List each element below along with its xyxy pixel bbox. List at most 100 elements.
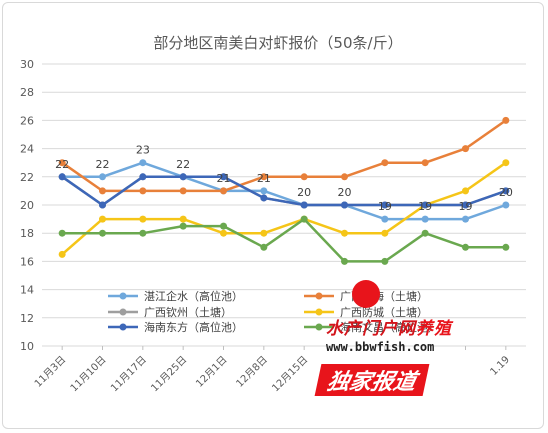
chart-title: 部分地区南美白对虾报价（50条/斤） bbox=[153, 34, 402, 52]
series-point-1 bbox=[99, 187, 106, 195]
series-point-4 bbox=[502, 187, 510, 195]
series-point-5 bbox=[421, 229, 429, 237]
series-point-0 bbox=[139, 159, 147, 167]
legend-marker-2 bbox=[119, 308, 127, 316]
series-line-3 bbox=[61, 161, 507, 256]
legend: 湛江企水（高位池） 广西北海（土塘）广西钦州（土塘） 广西防城（土塘）海南东方（高位… bbox=[108, 289, 439, 334]
watermark-logo-icon bbox=[352, 280, 380, 308]
y-tick-label: 24 bbox=[20, 143, 34, 156]
series-point-0 bbox=[381, 215, 389, 223]
series-line-4 bbox=[61, 175, 507, 207]
legend-marker-4 bbox=[119, 323, 127, 331]
legend-label-3: 广西防城（土塘） bbox=[340, 305, 428, 319]
series-point-3 bbox=[139, 215, 147, 223]
data-label: 20 bbox=[338, 186, 352, 199]
data-label: 20 bbox=[499, 186, 513, 199]
series-point-5 bbox=[179, 222, 187, 230]
y-tick-label: 28 bbox=[20, 86, 34, 99]
series-layer bbox=[58, 116, 510, 265]
series-point-4 bbox=[260, 194, 268, 202]
series-point-5 bbox=[381, 257, 389, 265]
series-point-0 bbox=[421, 215, 429, 223]
series-point-5 bbox=[99, 229, 106, 237]
series-point-5 bbox=[300, 215, 308, 223]
legend-marker-0 bbox=[119, 292, 127, 300]
watermark-url: www.bbwfish.com bbox=[326, 340, 435, 354]
series-point-5 bbox=[58, 229, 66, 237]
series-point-3 bbox=[502, 159, 510, 167]
series-point-3 bbox=[381, 229, 389, 237]
series-point-3 bbox=[341, 229, 348, 237]
x-tick-label: 11月17日 bbox=[108, 354, 149, 395]
series-point-5 bbox=[220, 222, 227, 230]
x-tick-label: 11月10日 bbox=[68, 354, 109, 395]
data-label: 22 bbox=[55, 158, 69, 171]
legend-marker-1 bbox=[315, 292, 323, 300]
series-line-1 bbox=[61, 119, 507, 193]
data-label: 21 bbox=[257, 172, 271, 185]
series-point-3 bbox=[220, 229, 227, 237]
series-point-0 bbox=[502, 201, 510, 209]
x-tick-label: 12月8日 bbox=[234, 354, 270, 390]
y-tick-label: 26 bbox=[20, 114, 34, 127]
series-point-4 bbox=[381, 201, 389, 209]
data-label: 23 bbox=[136, 144, 150, 157]
series-point-1 bbox=[462, 145, 469, 153]
series-point-3 bbox=[462, 187, 469, 195]
series-point-5 bbox=[139, 229, 147, 237]
series-point-3 bbox=[179, 215, 187, 223]
series-point-0 bbox=[260, 187, 268, 195]
series-point-4 bbox=[179, 173, 187, 181]
series-point-1 bbox=[502, 116, 510, 124]
y-tick-label: 16 bbox=[20, 255, 34, 268]
series-point-4 bbox=[421, 201, 429, 209]
legend-marker-5 bbox=[315, 323, 323, 331]
y-tick-label: 10 bbox=[20, 340, 34, 353]
watermark-exclusive: 独家报道 bbox=[314, 364, 430, 396]
series-point-4 bbox=[300, 201, 308, 209]
data-label: 19 bbox=[418, 200, 432, 213]
legend-marker-3 bbox=[315, 308, 323, 316]
data-label: 19 bbox=[459, 200, 473, 213]
x-tick-label: 1.19 bbox=[488, 354, 512, 378]
series-point-1 bbox=[421, 159, 429, 167]
data-label: 20 bbox=[297, 186, 311, 199]
legend-label-0: 湛江企水（高位池） bbox=[144, 289, 243, 303]
x-tick-label: 12月1日 bbox=[193, 354, 229, 390]
series-line-0 bbox=[62, 161, 507, 221]
watermark-site-name: 水产门户网养殖 bbox=[326, 319, 452, 339]
series-point-3 bbox=[260, 229, 268, 237]
data-label: 21 bbox=[217, 172, 231, 185]
y-tick-label: 20 bbox=[20, 199, 34, 212]
legend-label-2: 广西钦州（土塘） bbox=[144, 305, 232, 319]
series-point-1 bbox=[381, 159, 389, 167]
series-point-4 bbox=[341, 201, 348, 209]
series-point-0 bbox=[99, 173, 106, 181]
series-point-5 bbox=[260, 243, 268, 251]
series-point-4 bbox=[58, 173, 66, 181]
series-point-5 bbox=[341, 257, 348, 265]
y-tick-label: 18 bbox=[20, 227, 34, 240]
y-tick-label: 12 bbox=[20, 312, 34, 325]
data-label: 22 bbox=[96, 158, 110, 171]
series-point-0 bbox=[462, 215, 469, 223]
series-point-3 bbox=[58, 250, 66, 258]
series-point-1 bbox=[341, 173, 348, 181]
chart-frame bbox=[2, 2, 544, 429]
series-point-1 bbox=[300, 173, 308, 181]
series-point-1 bbox=[58, 159, 66, 167]
x-tick-label: 12月15日 bbox=[270, 354, 311, 395]
series-point-1 bbox=[179, 187, 187, 195]
series-point-4 bbox=[220, 173, 227, 181]
data-label: 22 bbox=[176, 158, 190, 171]
series-point-1 bbox=[139, 187, 147, 195]
series-point-4 bbox=[462, 201, 469, 209]
legend-label-5: 海南文昌（高位池） bbox=[340, 320, 439, 334]
series-point-1 bbox=[260, 173, 268, 181]
y-tick-label: 30 bbox=[20, 58, 34, 71]
y-tick-label: 22 bbox=[20, 171, 34, 184]
x-tick-label: 11月25日 bbox=[149, 354, 190, 395]
series-point-4 bbox=[99, 201, 106, 209]
legend-label-4: 海南东方（高位池） bbox=[144, 320, 243, 334]
